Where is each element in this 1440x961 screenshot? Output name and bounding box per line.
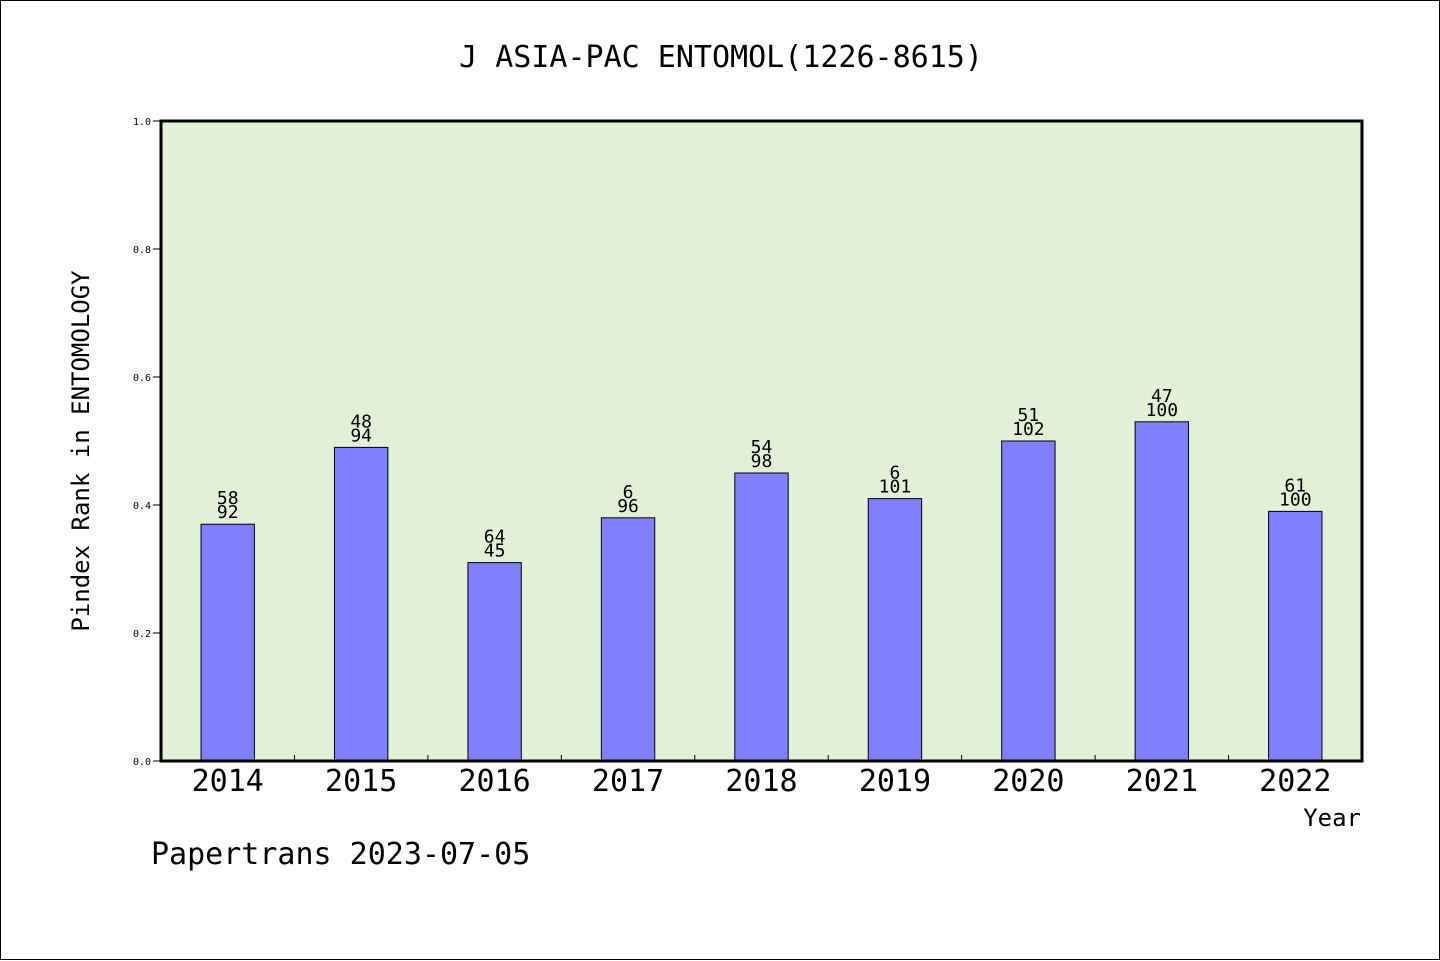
- data-label-top-2017: 6: [623, 482, 634, 503]
- data-label-top-2021: 47: [1151, 386, 1173, 407]
- bar-2018: [734, 472, 789, 762]
- x-tick-label-2019: 2019: [859, 764, 931, 799]
- x-tick-label-2015: 2015: [325, 764, 397, 799]
- data-label-top-2018: 54: [751, 437, 773, 458]
- bar-2022: [1268, 510, 1323, 762]
- data-label-top-2014: 58: [217, 488, 239, 509]
- bar-2017: [600, 517, 656, 762]
- x-tick-label-2014: 2014: [192, 764, 264, 799]
- x-axis-label: Year: [1303, 804, 1361, 832]
- data-label-bottom-2014: 92: [217, 502, 239, 523]
- x-tick-label-2022: 2022: [1259, 764, 1331, 799]
- data-label-top-2020: 51: [1018, 405, 1040, 426]
- ticks-group: 2014 2015 2016 2017 2018 2019 2020 2021 2022 0.0 0…: [133, 117, 1331, 799]
- data-label-top-2015: 48: [350, 411, 372, 432]
- data-label-bottom-2021: 100: [1146, 400, 1179, 421]
- y-tick-label-0.0: 0.0: [133, 757, 151, 768]
- bar-2014: [200, 523, 255, 762]
- y-tick-label-0.8: 0.8: [133, 245, 151, 256]
- y-tick-label-0.2: 0.2: [133, 629, 151, 640]
- data-label-top-2019: 6: [890, 463, 901, 484]
- data-label-bottom-2019: 101: [879, 477, 912, 498]
- x-tick-label-2016: 2016: [458, 764, 530, 799]
- x-tick-label-2017: 2017: [592, 764, 664, 799]
- data-label-top-2022: 61: [1284, 475, 1306, 496]
- data-label-bottom-2015: 94: [350, 425, 372, 446]
- x-tick-label-2020: 2020: [992, 764, 1064, 799]
- data-label-bottom-2018: 98: [751, 451, 773, 472]
- data-label-bottom-2016: 45: [484, 541, 506, 562]
- y-tick-label-0.4: 0.4: [133, 501, 151, 512]
- y-tick-label-1.0: 1.0: [133, 117, 151, 128]
- plot-border: [159, 119, 1364, 763]
- chart-title: J ASIA-PAC ENTOMOL(1226-8615): [459, 40, 983, 75]
- y-axis-label: Pindex Rank in ENTOMOLOGY: [67, 270, 95, 632]
- bar-2015: [333, 446, 389, 762]
- footer-text: Papertrans 2023-07-05: [151, 837, 530, 872]
- bar-2021: [1134, 421, 1190, 762]
- bar-2019: [867, 498, 923, 762]
- bar-2020: [1001, 440, 1056, 762]
- y-tick-label-0.6: 0.6: [133, 373, 151, 384]
- data-label-bottom-2022: 100: [1279, 489, 1312, 510]
- data-label-top-2016: 64: [484, 527, 506, 548]
- x-tick-label-2018: 2018: [725, 764, 797, 799]
- bar-2016: [467, 562, 522, 762]
- data-label-bottom-2020: 102: [1012, 419, 1045, 440]
- data-label-bottom-2017: 96: [617, 496, 639, 517]
- x-tick-label-2021: 2021: [1126, 764, 1198, 799]
